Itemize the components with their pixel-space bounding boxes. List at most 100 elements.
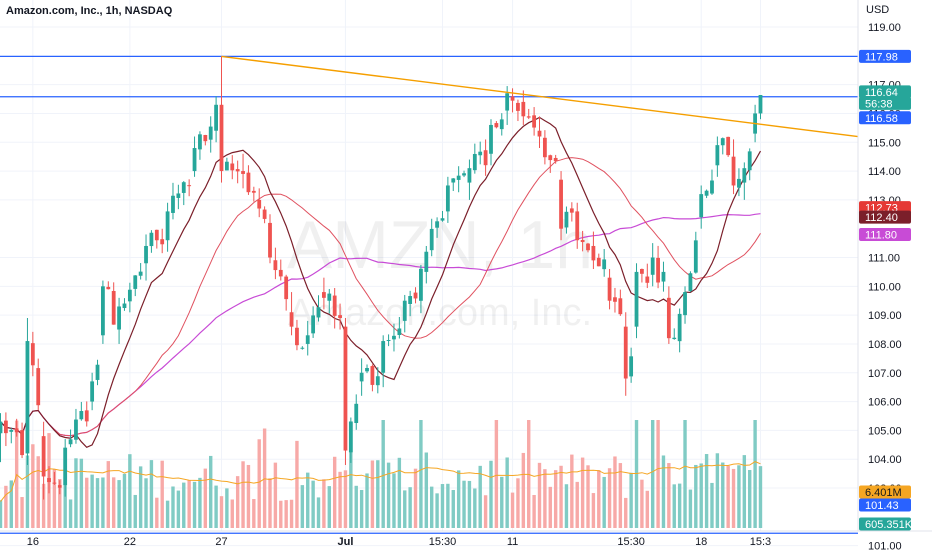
candle[interactable] [596, 253, 601, 267]
candle[interactable] [704, 189, 709, 199]
candle[interactable] [408, 290, 413, 317]
candle[interactable] [402, 294, 407, 333]
candle[interactable] [36, 358, 41, 410]
candle[interactable] [127, 282, 132, 313]
candles[interactable] [0, 56, 763, 500]
candle[interactable] [623, 312, 628, 396]
candle[interactable] [154, 229, 159, 249]
candle[interactable] [440, 210, 445, 222]
candle[interactable] [629, 347, 634, 383]
candle[interactable] [715, 136, 720, 177]
candle[interactable] [413, 287, 418, 304]
candle[interactable] [521, 90, 526, 125]
candle[interactable] [569, 202, 574, 222]
candle[interactable] [300, 346, 305, 350]
candle[interactable] [359, 358, 364, 396]
candle[interactable] [241, 153, 245, 189]
time-axis[interactable]: 16 22 27 Jul 15:30 11 15:30 18 15:3 [27, 536, 771, 548]
candle[interactable] [176, 184, 181, 210]
candle[interactable] [688, 271, 693, 293]
candle[interactable] [95, 359, 100, 386]
candle[interactable] [246, 165, 251, 195]
candle[interactable] [198, 131, 202, 160]
candle[interactable] [742, 162, 747, 200]
candle[interactable] [25, 318, 30, 465]
candle[interactable] [47, 466, 51, 494]
candle[interactable] [338, 303, 342, 330]
candle[interactable] [661, 261, 666, 292]
candle[interactable] [456, 166, 461, 193]
candle[interactable] [117, 297, 121, 344]
candle[interactable] [224, 157, 229, 171]
candle[interactable] [613, 287, 617, 313]
candle[interactable] [731, 139, 736, 195]
horizontal-lines[interactable] [0, 55, 858, 534]
candle[interactable] [618, 289, 623, 316]
candle[interactable] [219, 56, 224, 183]
candle[interactable] [650, 243, 655, 287]
candle[interactable] [273, 247, 278, 280]
candle[interactable] [343, 318, 348, 465]
candle[interactable] [693, 231, 698, 274]
candle[interactable] [720, 137, 725, 155]
candle[interactable] [208, 116, 213, 153]
candle[interactable] [20, 422, 24, 459]
candle[interactable] [472, 143, 477, 174]
candle[interactable] [726, 136, 731, 157]
candle[interactable] [451, 178, 456, 192]
candle[interactable] [602, 249, 607, 277]
candle[interactable] [758, 94, 763, 120]
candle[interactable] [397, 316, 402, 339]
candle[interactable] [354, 394, 359, 430]
candle[interactable] [375, 367, 380, 394]
candle[interactable] [101, 280, 105, 344]
candle[interactable] [289, 292, 294, 336]
candle[interactable] [230, 155, 235, 180]
candle[interactable] [580, 230, 585, 252]
candle[interactable] [591, 231, 596, 270]
candle[interactable] [499, 113, 504, 136]
candle[interactable] [634, 263, 639, 339]
candle[interactable] [370, 364, 375, 392]
candle[interactable] [548, 154, 553, 173]
candle[interactable] [386, 334, 391, 347]
candle[interactable] [429, 218, 434, 257]
candle[interactable] [435, 217, 439, 238]
candle[interactable] [203, 134, 208, 146]
candle[interactable] [3, 412, 8, 447]
candle[interactable] [424, 245, 429, 284]
candle[interactable] [699, 185, 704, 229]
candle[interactable] [111, 282, 116, 325]
candle[interactable] [251, 186, 256, 202]
candle[interactable] [268, 214, 272, 264]
candle[interactable] [737, 168, 741, 197]
candle[interactable] [575, 202, 580, 249]
candle[interactable] [445, 176, 450, 223]
candle[interactable] [462, 170, 466, 178]
candle[interactable] [187, 179, 192, 197]
candle[interactable] [419, 264, 423, 314]
candle[interactable] [257, 188, 262, 218]
candle[interactable] [542, 130, 547, 165]
candle[interactable] [586, 242, 590, 253]
candle[interactable] [79, 401, 84, 421]
candle[interactable] [138, 263, 143, 280]
trendline-line[interactable] [221, 55, 859, 138]
candle[interactable] [494, 121, 499, 129]
candle[interactable] [327, 288, 332, 314]
candle[interactable] [526, 108, 531, 120]
candle[interactable] [666, 286, 671, 344]
candle[interactable] [144, 234, 148, 281]
candle[interactable] [106, 281, 111, 290]
candle[interactable] [516, 99, 520, 122]
candle[interactable] [84, 401, 89, 427]
candle[interactable] [559, 171, 563, 241]
candle[interactable] [316, 295, 321, 322]
candle[interactable] [683, 286, 687, 324]
candle[interactable] [160, 228, 165, 254]
candle[interactable] [467, 159, 472, 200]
candle[interactable] [564, 206, 569, 234]
candle[interactable] [278, 259, 283, 281]
